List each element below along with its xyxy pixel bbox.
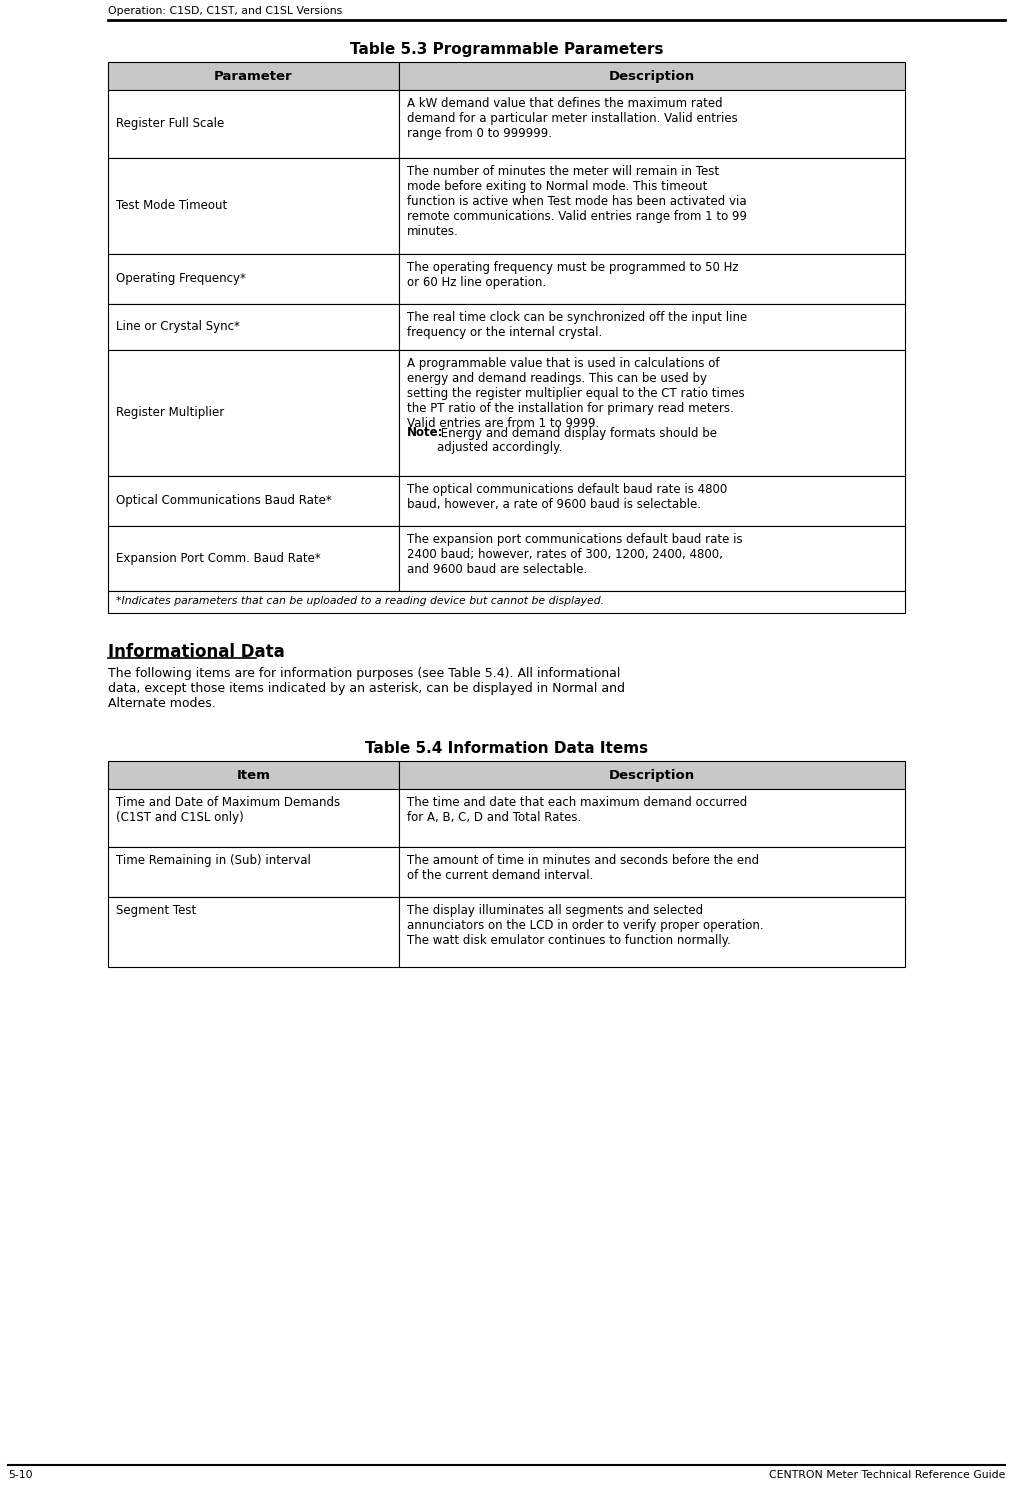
Text: CENTRON Meter Technical Reference Guide: CENTRON Meter Technical Reference Guide xyxy=(769,1471,1005,1480)
Bar xyxy=(108,846,399,897)
Text: Description: Description xyxy=(609,70,695,83)
Bar xyxy=(399,350,905,475)
Text: Register Full Scale: Register Full Scale xyxy=(116,118,224,130)
Bar xyxy=(399,526,905,592)
Text: Line or Crystal Sync*: Line or Crystal Sync* xyxy=(116,320,240,334)
Text: Optical Communications Baud Rate*: Optical Communications Baud Rate* xyxy=(116,495,331,507)
Text: The amount of time in minutes and seconds before the end
of the current demand i: The amount of time in minutes and second… xyxy=(407,854,759,882)
Text: Table 5.4 Information Data Items: Table 5.4 Information Data Items xyxy=(365,741,648,755)
Bar xyxy=(399,304,905,350)
Bar xyxy=(108,63,399,89)
Bar xyxy=(399,846,905,897)
Bar xyxy=(399,897,905,967)
Text: The expansion port communications default baud rate is
2400 baud; however, rates: The expansion port communications defaul… xyxy=(407,533,743,577)
Text: *Indicates parameters that can be uploaded to a reading device but cannot be dis: *Indicates parameters that can be upload… xyxy=(116,596,604,606)
Text: The operating frequency must be programmed to 50 Hz
or 60 Hz line operation.: The operating frequency must be programm… xyxy=(407,261,738,289)
Bar xyxy=(399,790,905,846)
Bar xyxy=(108,526,399,592)
Bar xyxy=(108,253,399,304)
Bar xyxy=(399,89,905,158)
Bar xyxy=(108,761,399,790)
Text: Time Remaining in (Sub) interval: Time Remaining in (Sub) interval xyxy=(116,854,311,867)
Text: 5-10: 5-10 xyxy=(8,1471,32,1480)
Text: Description: Description xyxy=(609,769,695,782)
Bar xyxy=(108,897,399,967)
Bar xyxy=(108,475,399,526)
Text: Table 5.3 Programmable Parameters: Table 5.3 Programmable Parameters xyxy=(349,42,664,57)
Bar xyxy=(108,89,399,158)
Text: Operating Frequency*: Operating Frequency* xyxy=(116,273,246,285)
Bar xyxy=(108,350,399,475)
Text: Operation: C1SD, C1ST, and C1SL Versions: Operation: C1SD, C1ST, and C1SL Versions xyxy=(108,6,342,16)
Text: Informational Data: Informational Data xyxy=(108,644,285,662)
Text: Test Mode Timeout: Test Mode Timeout xyxy=(116,200,227,212)
Bar xyxy=(108,592,905,612)
Text: Segment Test: Segment Test xyxy=(116,904,197,916)
Text: Parameter: Parameter xyxy=(214,70,293,83)
Bar xyxy=(108,158,399,253)
Bar xyxy=(399,761,905,790)
Text: The real time clock can be synchronized off the input line
frequency or the inte: The real time clock can be synchronized … xyxy=(407,311,748,340)
Text: The display illuminates all segments and selected
annunciators on the LCD in ord: The display illuminates all segments and… xyxy=(407,904,764,948)
Bar xyxy=(399,475,905,526)
Text: Item: Item xyxy=(236,769,270,782)
Text: The time and date that each maximum demand occurred
for A, B, C, D and Total Rat: The time and date that each maximum dema… xyxy=(407,796,748,824)
Bar xyxy=(399,253,905,304)
Bar xyxy=(108,790,399,846)
Text: A kW demand value that defines the maximum rated
demand for a particular meter i: A kW demand value that defines the maxim… xyxy=(407,97,737,140)
Bar xyxy=(399,63,905,89)
Text: Energy and demand display formats should be
adjusted accordingly.: Energy and demand display formats should… xyxy=(437,426,717,454)
Text: A programmable value that is used in calculations of
energy and demand readings.: A programmable value that is used in cal… xyxy=(407,358,745,431)
Bar xyxy=(108,304,399,350)
Bar xyxy=(399,158,905,253)
Text: Note:: Note: xyxy=(407,426,444,440)
Text: Register Multiplier: Register Multiplier xyxy=(116,407,224,419)
Text: Expansion Port Comm. Baud Rate*: Expansion Port Comm. Baud Rate* xyxy=(116,551,321,565)
Text: Time and Date of Maximum Demands
(C1ST and C1SL only): Time and Date of Maximum Demands (C1ST a… xyxy=(116,796,340,824)
Text: The optical communications default baud rate is 4800
baud, however, a rate of 96: The optical communications default baud … xyxy=(407,483,727,511)
Text: The number of minutes the meter will remain in Test
mode before exiting to Norma: The number of minutes the meter will rem… xyxy=(407,165,747,238)
Text: The following items are for information purposes (see Table 5.4). All informatio: The following items are for information … xyxy=(108,668,625,711)
